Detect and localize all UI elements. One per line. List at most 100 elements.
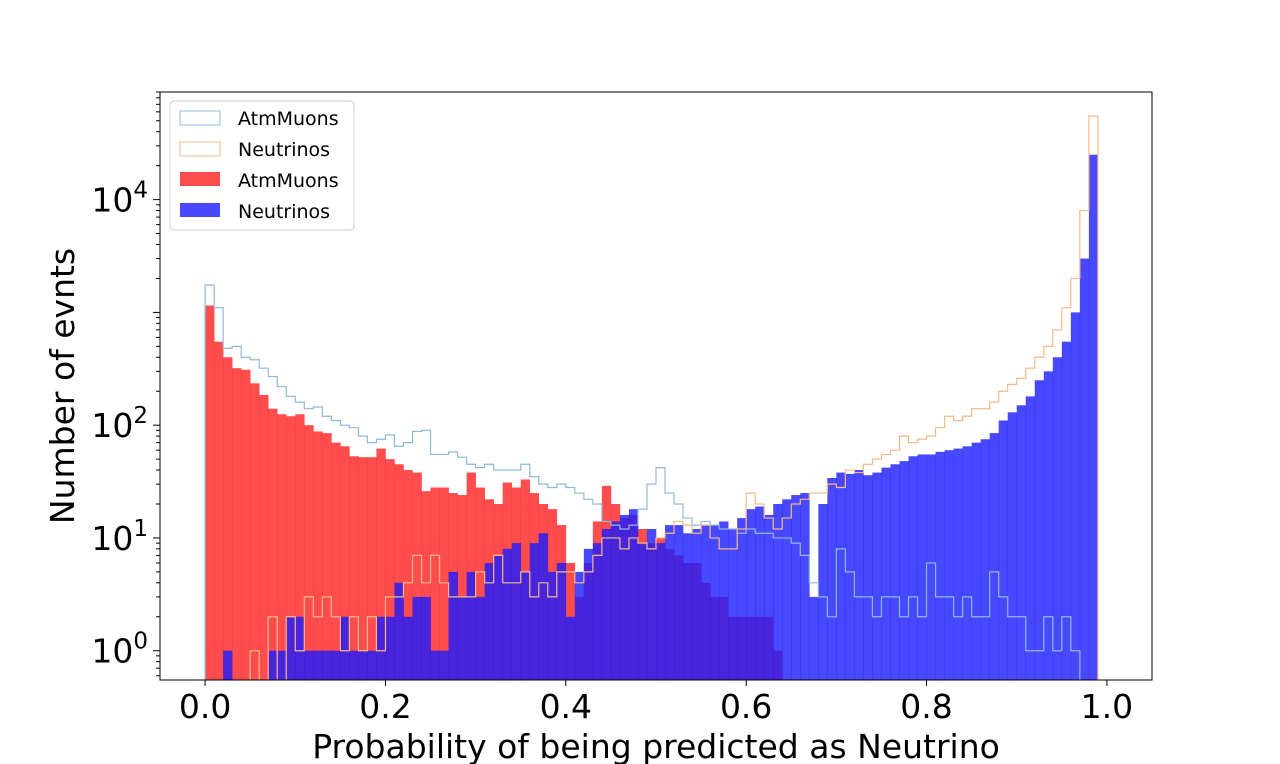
x-tick-label: 0.2 (359, 687, 411, 726)
bar (1043, 371, 1054, 680)
bars-layer (204, 115, 1108, 680)
bar (412, 472, 422, 680)
bar (241, 369, 251, 680)
bar (854, 470, 864, 680)
bar (331, 650, 341, 680)
bar (259, 395, 269, 680)
bar (980, 439, 990, 680)
bar (998, 420, 1009, 680)
bar (529, 543, 540, 680)
bar (1079, 258, 1090, 680)
bar (304, 425, 314, 680)
x-tick-label: 0.8 (900, 687, 952, 726)
bar (385, 616, 395, 680)
bar (1061, 341, 1072, 680)
bar (277, 414, 287, 680)
bar (340, 616, 350, 680)
bar (511, 543, 522, 680)
bar (574, 571, 585, 680)
bar (773, 503, 783, 680)
bar (692, 529, 702, 680)
bar (836, 472, 846, 680)
y-tick-label: 101 (91, 516, 148, 558)
bar (827, 478, 837, 680)
bar (349, 650, 359, 680)
bar (322, 433, 332, 680)
bar (376, 616, 386, 680)
bar (710, 525, 720, 680)
y-axis-title: Number of evnts (43, 248, 82, 524)
legend-swatch-atmmuons-filled (180, 172, 220, 186)
bar (683, 533, 693, 680)
bar (926, 454, 936, 680)
legend-swatch-neutrinos-step (179, 141, 221, 157)
x-tick-label: 0.4 (540, 687, 592, 726)
bar (304, 650, 314, 680)
bar (665, 525, 675, 680)
bar (466, 571, 476, 680)
bar (538, 533, 549, 680)
bar (394, 464, 404, 680)
bar (286, 416, 296, 680)
legend: AtmMuons Neutrinos AtmMuons Neutrinos (169, 100, 355, 231)
bar (863, 475, 873, 680)
bar (890, 464, 900, 680)
bar (989, 433, 999, 680)
bar (782, 499, 792, 680)
bar (719, 521, 729, 680)
bar (556, 562, 567, 680)
legend-label-atmmuons-step: AtmMuons (238, 108, 339, 130)
bar (674, 525, 684, 680)
bar (637, 543, 648, 680)
legend-label-atmmuons-filled: AtmMuons (238, 170, 339, 192)
bar (1007, 412, 1018, 680)
bar (484, 562, 494, 680)
bar (367, 650, 377, 680)
ticks-layer: 0.0 0.2 0.4 0.6 0.8 1.0 100 101 102 104 (91, 91, 1133, 726)
bar (475, 596, 485, 680)
bar (881, 467, 891, 680)
bar (628, 509, 639, 680)
series-1-step-line (204, 115, 1108, 680)
bar (746, 509, 756, 680)
bar (520, 571, 531, 680)
bar (962, 446, 972, 680)
bar (737, 518, 747, 680)
bar (908, 456, 918, 680)
bar (403, 470, 413, 680)
bar (268, 408, 278, 680)
legend-label-neutrinos-filled: Neutrinos (238, 201, 330, 223)
bar (619, 514, 630, 680)
bar (565, 616, 576, 680)
bar (268, 650, 278, 680)
bar (358, 650, 368, 680)
bar (421, 491, 431, 680)
bar (430, 487, 440, 680)
bar (1088, 154, 1099, 680)
bar (791, 495, 801, 680)
bar (1016, 405, 1027, 680)
bar (971, 442, 981, 680)
bar (1052, 357, 1063, 680)
bar (656, 543, 666, 680)
y-tick-label: 104 (91, 178, 148, 220)
series-3-filled-bars (223, 154, 1099, 680)
bar (701, 525, 711, 680)
bar (421, 596, 431, 680)
bar (493, 555, 503, 680)
bar (809, 596, 819, 680)
x-tick-label: 0.0 (179, 687, 231, 726)
bar (1070, 312, 1081, 680)
bar (394, 582, 404, 680)
bar (214, 341, 224, 680)
bar (547, 571, 558, 680)
bar (322, 650, 332, 680)
bar (385, 459, 395, 680)
y-tick-label: 100 (91, 629, 148, 671)
bar (295, 414, 305, 680)
bar (800, 493, 810, 680)
bar (439, 487, 449, 680)
bar (295, 616, 305, 680)
bar (818, 503, 828, 680)
bar (205, 305, 215, 680)
